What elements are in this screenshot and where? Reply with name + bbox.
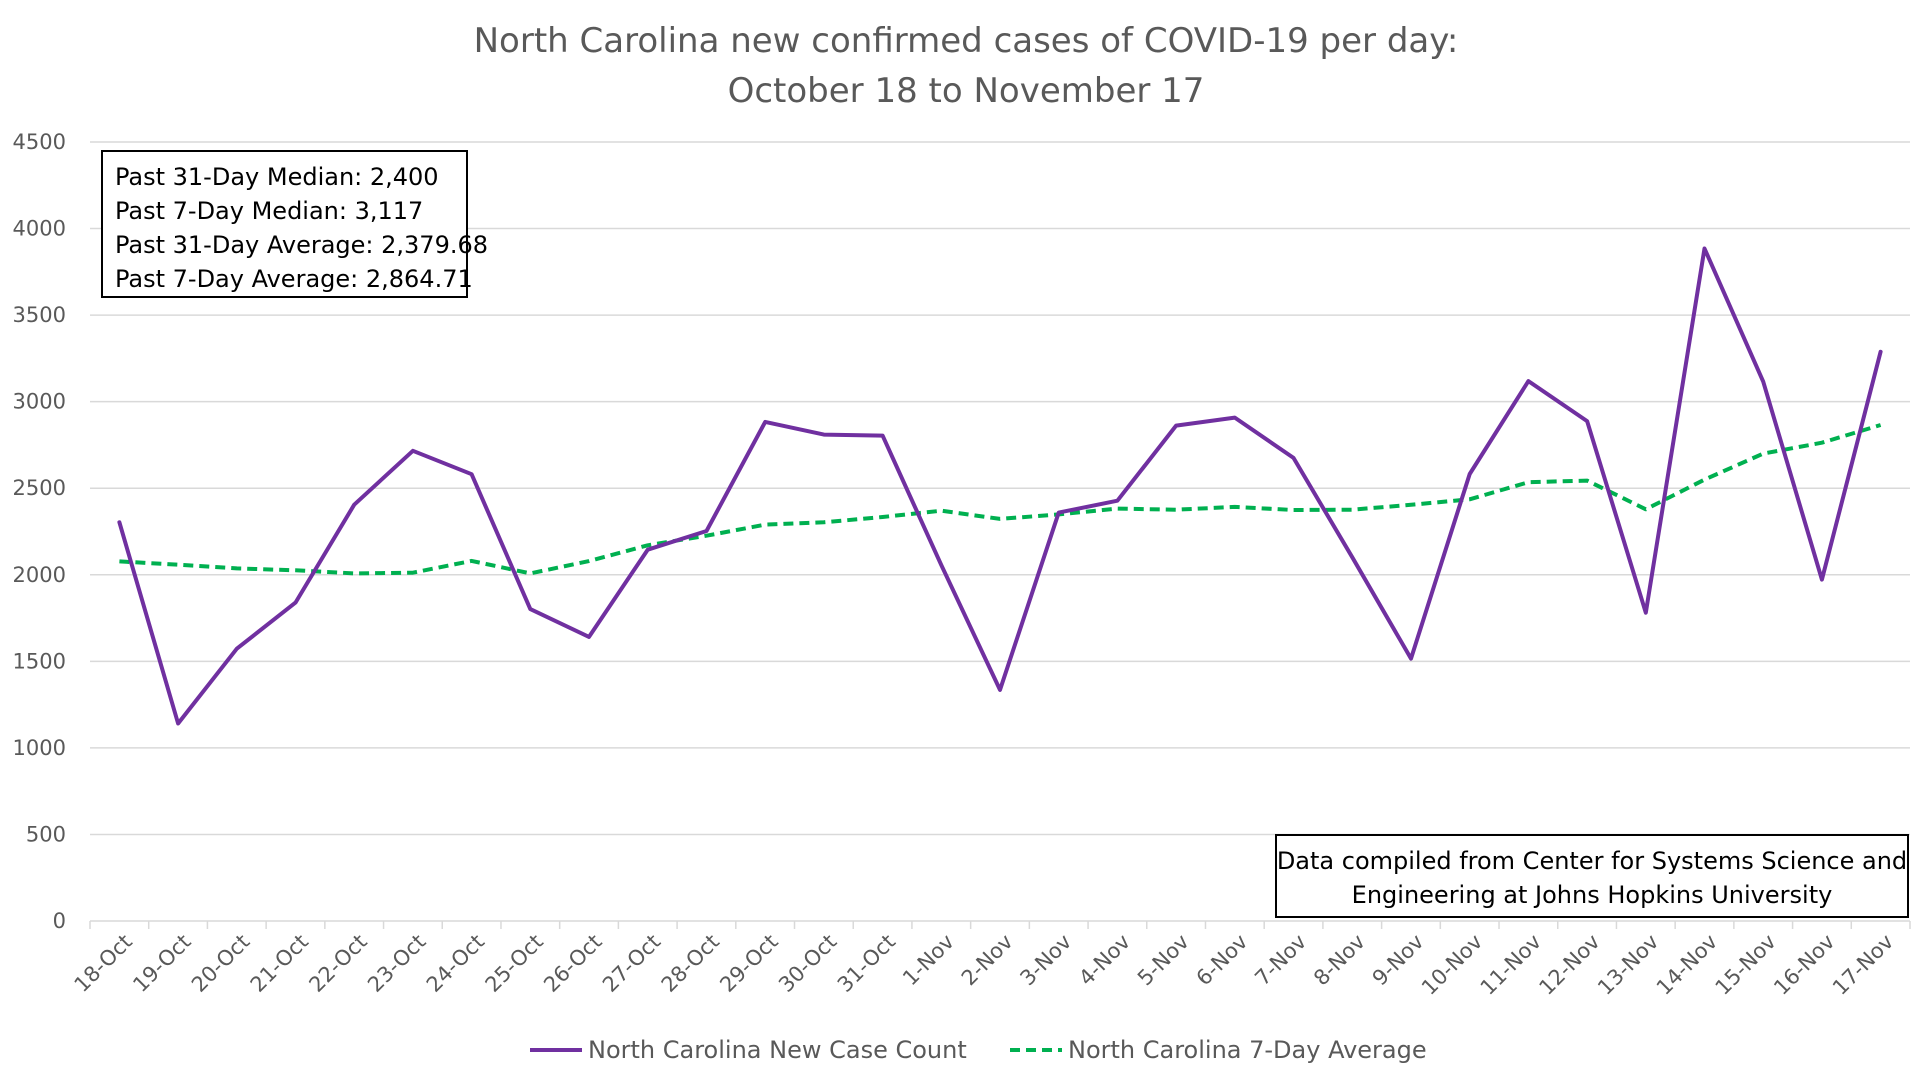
x-tick-label: 28-Oct (657, 930, 724, 997)
y-tick-label: 2000 (13, 563, 66, 587)
source-box: Data compiled from Center for Systems Sc… (1275, 834, 1909, 918)
source-box-frame (1275, 834, 1909, 918)
x-tick-label: 7-Nov (1250, 930, 1311, 991)
x-tick-label: 1-Nov (898, 930, 959, 991)
y-tick-label: 4500 (13, 130, 66, 154)
x-tick-label: 22-Oct (304, 930, 371, 997)
x-tick-label: 5-Nov (1133, 930, 1194, 991)
x-tick-label: 19-Oct (128, 930, 195, 997)
x-tick-label: 2-Nov (957, 930, 1018, 991)
series-line-7-day-average (119, 423, 1882, 576)
x-tick-label: 27-Oct (598, 930, 665, 997)
x-tick-label: 20-Oct (187, 930, 254, 997)
x-tick-label: 25-Oct (481, 930, 548, 997)
legend-label-7-day-average: North Carolina 7-Day Average (1068, 1036, 1427, 1064)
series-line-new-cases (117, 246, 1883, 726)
chart-title-line-1: North Carolina new confirmed cases of CO… (474, 21, 1459, 61)
stats-box-frame (101, 150, 468, 298)
source-line-1: Data compiled from Center for Systems Sc… (1277, 847, 1907, 875)
stats-7-day-median: Past 7-Day Median: 3,117 (115, 197, 423, 225)
y-tick-label: 1000 (13, 736, 66, 760)
x-tick-label: 31-Oct (833, 930, 900, 997)
y-tick-label: 4000 (13, 217, 66, 241)
chart-title-line-2: October 18 to November 17 (728, 71, 1205, 111)
stats-31-day-median: Past 31-Day Median: 2,400 (115, 163, 439, 191)
legend-item-new-cases: North Carolina New Case Count (530, 1036, 967, 1064)
x-tick-label: 4-Nov (1074, 930, 1135, 991)
y-tick-label: 3500 (13, 303, 66, 327)
legend-label-new-cases: North Carolina New Case Count (588, 1036, 967, 1064)
x-tick-label: 17-Nov (1828, 930, 1898, 1000)
x-tick-label: 6-Nov (1192, 930, 1253, 991)
x-tick-label: 14-Nov (1652, 930, 1722, 1000)
x-tick-label: 13-Nov (1593, 930, 1663, 1000)
stats-31-day-average: Past 31-Day Average: 2,379.68 (115, 231, 488, 259)
series-layer (117, 246, 1883, 726)
y-tick-label: 3000 (13, 390, 66, 414)
x-tick-label: 23-Oct (363, 930, 430, 997)
y-tick-label: 500 (26, 822, 66, 846)
source-line-2: Engineering at Johns Hopkins University (1352, 881, 1833, 909)
x-tick-label: 10-Nov (1417, 930, 1487, 1000)
x-tick-label: 3-Nov (1015, 930, 1076, 991)
x-tick-label: 24-Oct (422, 930, 489, 997)
x-tick-label: 18-Oct (70, 930, 137, 997)
y-tick-label: 0 (53, 909, 66, 933)
x-tick-label: 8-Nov (1309, 930, 1370, 991)
x-tick-label: 15-Nov (1711, 930, 1781, 1000)
stats-7-day-average: Past 7-Day Average: 2,864.71 (115, 265, 473, 293)
legend-item-7-day-average: North Carolina 7-Day Average (1010, 1036, 1427, 1064)
x-tick-label: 12-Nov (1534, 930, 1604, 1000)
y-tick-label: 1500 (13, 649, 66, 673)
y-tick-label: 2500 (13, 476, 66, 500)
x-axis: 18-Oct19-Oct20-Oct21-Oct22-Oct23-Oct24-O… (70, 920, 1911, 1000)
stats-box: Past 31-Day Median: 2,400 Past 7-Day Med… (101, 150, 488, 298)
x-tick-label: 16-Nov (1769, 930, 1839, 1000)
x-tick-label: 30-Oct (774, 930, 841, 997)
x-tick-label: 11-Nov (1476, 930, 1546, 1000)
x-tick-label: 21-Oct (246, 930, 313, 997)
legend: North Carolina New Case Count North Caro… (530, 1036, 1427, 1064)
x-tick-label: 26-Oct (539, 930, 606, 997)
y-axis: 0 500 1000 1500 2000 2500 3000 3500 4000 4500 (13, 130, 66, 933)
x-tick-label: 29-Oct (715, 930, 782, 997)
